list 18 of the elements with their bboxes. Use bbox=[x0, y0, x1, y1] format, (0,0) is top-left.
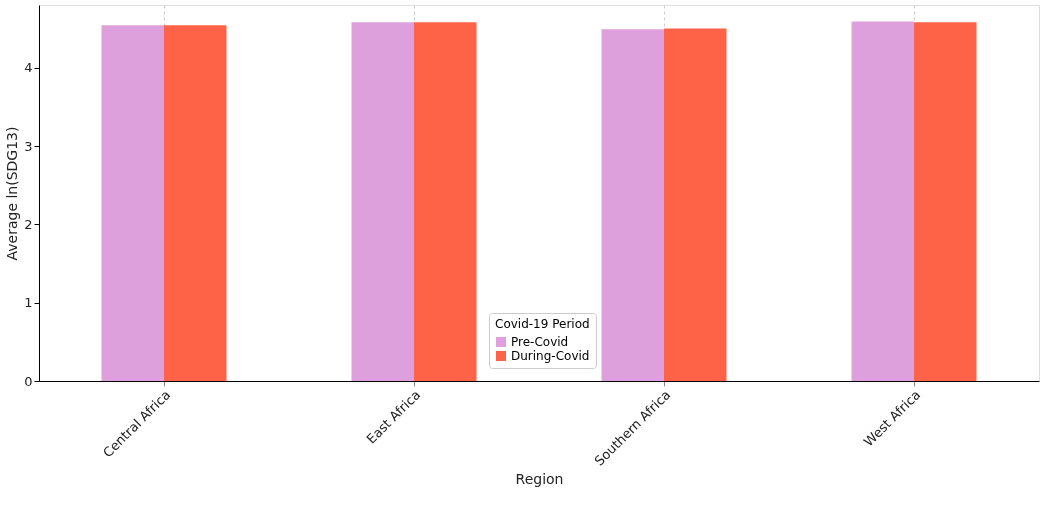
bar bbox=[664, 28, 727, 381]
y-tick-label: 0 bbox=[24, 373, 33, 389]
y-tick-label: 2 bbox=[24, 216, 33, 232]
y-tick-label: 1 bbox=[24, 295, 33, 311]
y-tick-label: 4 bbox=[24, 60, 33, 76]
bar bbox=[101, 25, 164, 381]
y-axis-title: Average ln(SDG13) bbox=[4, 126, 21, 261]
x-axis-title: Region bbox=[515, 470, 564, 487]
legend-label: Pre-Covid bbox=[511, 335, 569, 349]
bar bbox=[351, 22, 414, 381]
legend-title: Covid-19 Period bbox=[495, 317, 590, 331]
bar bbox=[414, 22, 477, 381]
bar bbox=[914, 22, 977, 381]
bar bbox=[851, 21, 914, 381]
legend-label: During-Covid bbox=[511, 349, 590, 363]
bar bbox=[601, 29, 664, 381]
bar bbox=[164, 25, 227, 381]
y-tick-label: 3 bbox=[24, 138, 33, 154]
